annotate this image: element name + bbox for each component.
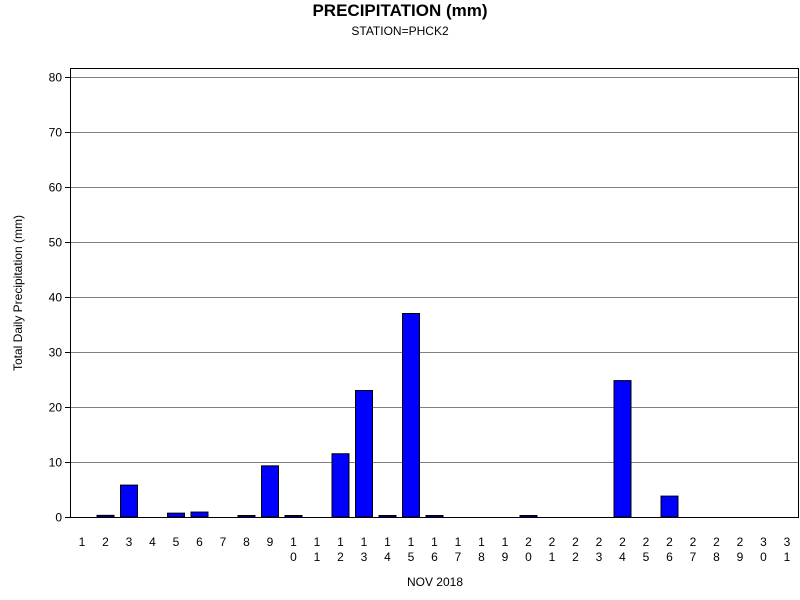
chart-title: PRECIPITATION (mm) (312, 1, 488, 20)
x-tick-label: 1 (502, 535, 509, 549)
bar-day-5 (167, 512, 185, 518)
bar-day-20 (519, 515, 538, 518)
x-tick-label: 6 (196, 535, 203, 549)
x-tick-label: 2 (619, 535, 626, 549)
bar-day-26 (660, 495, 679, 518)
x-tick-label: 2 (737, 535, 744, 549)
x-tick-label: 1 (784, 550, 791, 564)
x-axis-ticks: 1 2 3 4 5 6 7 8 9 1011121314151617181920212223242… (79, 535, 791, 564)
y-tick-label: 0 (55, 511, 62, 525)
x-tick-label: 2 (102, 535, 109, 549)
bar-day-3 (120, 484, 138, 518)
bar-day-10 (284, 515, 303, 518)
x-tick-label: 8 (478, 550, 485, 564)
x-tick-label: 8 (713, 550, 720, 564)
axes (70, 68, 799, 518)
y-tick-label: 10 (49, 456, 63, 470)
x-tick-label: 4 (384, 550, 391, 564)
x-tick-label: 7 (220, 535, 227, 549)
x-tick-label: 1 (337, 535, 344, 549)
x-tick-label: 0 (290, 550, 297, 564)
chart-subtitle: STATION=PHCK2 (351, 24, 449, 38)
x-tick-label: 9 (737, 550, 744, 564)
x-tick-label: 3 (126, 535, 133, 549)
x-tick-label: 2 (572, 535, 579, 549)
y-tick-label: 60 (49, 181, 63, 195)
y-axis-label: Total Daily Precipitation (mm) (11, 215, 25, 371)
x-tick-label: 0 (525, 550, 532, 564)
x-tick-label: 7 (690, 550, 697, 564)
x-axis-label: NOV 2018 (407, 575, 463, 589)
x-tick-label: 1 (314, 535, 321, 549)
y-tick-label: 80 (49, 71, 63, 85)
x-tick-label: 8 (243, 535, 250, 549)
x-tick-label: 5 (173, 535, 180, 549)
bar-day-13 (355, 390, 373, 518)
y-axis-ticks: 0 10 20 30 40 50 60 70 80 (49, 71, 70, 525)
x-tick-label: 1 (455, 535, 462, 549)
y-tick-label: 30 (49, 346, 63, 360)
x-tick-label: 5 (643, 550, 650, 564)
x-tick-label: 1 (361, 535, 368, 549)
x-tick-label: 1 (408, 535, 415, 549)
y-tick-label: 70 (49, 126, 63, 140)
x-tick-label: 7 (455, 550, 462, 564)
x-tick-label: 6 (666, 550, 673, 564)
y-tick-label: 50 (49, 236, 63, 250)
bars (96, 313, 679, 518)
x-tick-label: 2 (549, 535, 556, 549)
x-tick-label: 2 (643, 535, 650, 549)
bar-day-12 (331, 453, 350, 518)
bar-day-15 (402, 313, 420, 518)
x-tick-label: 5 (408, 550, 415, 564)
bar-day-2 (96, 514, 115, 518)
x-tick-label: 4 (619, 550, 626, 564)
bar-day-16 (425, 515, 444, 518)
x-tick-label: 3 (784, 535, 791, 549)
x-tick-label: 3 (361, 550, 368, 564)
x-tick-label: 2 (690, 535, 697, 549)
x-tick-label: 1 (290, 535, 297, 549)
x-tick-label: 1 (314, 550, 321, 564)
x-tick-label: 1 (384, 535, 391, 549)
bar-day-6 (190, 511, 209, 518)
x-tick-label: 2 (666, 535, 673, 549)
x-tick-label: 2 (337, 550, 344, 564)
bar-day-9 (261, 465, 279, 518)
x-tick-label: 3 (760, 535, 767, 549)
x-tick-label: 4 (149, 535, 156, 549)
x-tick-label: 1 (431, 535, 438, 549)
x-tick-label: 1 (549, 550, 556, 564)
plot-frame (70, 68, 799, 518)
x-tick-label: 3 (596, 550, 603, 564)
x-tick-label: 2 (713, 535, 720, 549)
x-tick-label: 6 (431, 550, 438, 564)
y-tick-label: 40 (49, 291, 63, 305)
x-tick-label: 2 (572, 550, 579, 564)
x-tick-label: 0 (760, 550, 767, 564)
gridlines (70, 77, 799, 463)
bar-day-24 (613, 380, 632, 518)
x-tick-label: 2 (525, 535, 532, 549)
y-tick-label: 20 (49, 401, 63, 415)
bar-day-14 (378, 515, 397, 518)
x-tick-label: 9 (502, 550, 509, 564)
bar-day-8 (237, 515, 256, 518)
x-tick-label: 2 (596, 535, 603, 549)
x-tick-label: 9 (267, 535, 274, 549)
x-tick-label: 1 (478, 535, 485, 549)
x-tick-label: 1 (79, 535, 86, 549)
